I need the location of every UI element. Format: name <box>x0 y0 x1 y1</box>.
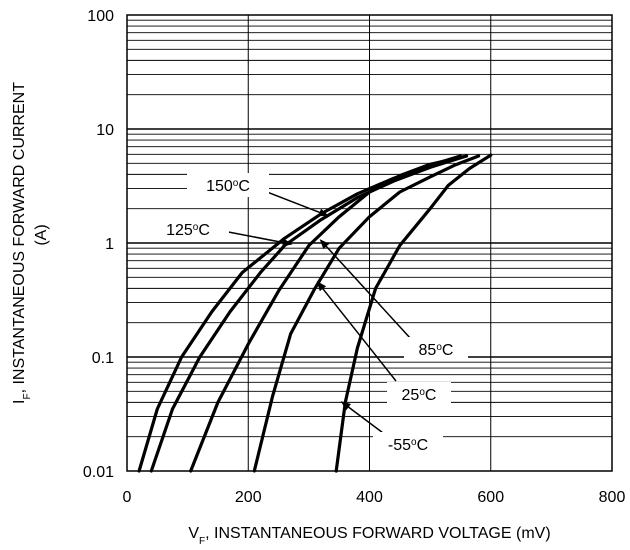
annotation-box--55 <box>373 432 443 456</box>
x-tick-label: 800 <box>599 489 626 506</box>
annotation-unit: C <box>198 222 210 239</box>
annotation-unit: C <box>425 387 437 404</box>
series-line-85 <box>189 154 469 473</box>
x-tick-label: 400 <box>356 489 383 506</box>
y-tick-label: 100 <box>87 8 114 25</box>
y-axis-title-text: , INSTANTANEOUS FORWARD CURRENT <box>11 82 28 394</box>
x-tick-label: 200 <box>235 489 262 506</box>
annotation-degree: o <box>419 387 425 398</box>
y-axis-title-line2: (A) <box>33 224 50 245</box>
annotation-arrow-85 <box>319 239 412 340</box>
annotation-box-150 <box>187 173 269 197</box>
annotation-unit: C <box>442 342 454 359</box>
annotation-box-125 <box>147 217 229 241</box>
annotation-label--55: -55oC <box>388 437 428 455</box>
annotation-arrow--55 <box>340 401 388 437</box>
annotation-value: 85 <box>419 342 437 359</box>
x-axis-title: VF, INSTANTANEOUS FORWARD VOLTAGE (mV) <box>188 525 550 547</box>
series-line--55 <box>334 153 493 473</box>
x-axis-title-subscript: F <box>199 536 205 547</box>
annotation-label-25: 25oC <box>402 387 437 405</box>
annotation-unit: C <box>238 178 250 195</box>
y-tick-label: 1 <box>105 236 114 253</box>
grid <box>127 15 612 471</box>
y-tick-label: 10 <box>96 122 114 139</box>
plot-frame <box>126 14 613 472</box>
annotation-value: 125 <box>166 222 193 239</box>
y-axis-title-subscript: F <box>22 393 33 399</box>
annotation-value: -55 <box>388 437 411 454</box>
annotation-degree: o <box>233 178 239 189</box>
y-tick-label: 0.01 <box>83 464 114 481</box>
y-tick-label: 0.1 <box>92 350 114 367</box>
annotation-box-25 <box>387 382 451 406</box>
series-line-25 <box>252 154 481 473</box>
annotation-arrow-25 <box>316 280 397 382</box>
x-axis-title-text: , INSTANTANEOUS FORWARD VOLTAGE (mV) <box>205 525 551 542</box>
annotation-label-85: 85oC <box>419 342 454 360</box>
y-tick-labels: 0.01 0.1 1 10 100 <box>83 8 114 481</box>
annotation-degree: o <box>193 222 199 233</box>
x-tick-label: 0 <box>123 489 132 506</box>
annotation-value: 25 <box>402 387 420 404</box>
annotation-label-125: 125oC <box>166 222 210 240</box>
x-tick-labels: 0 200 400 600 800 <box>123 489 626 506</box>
annotation-label-150: 150oC <box>206 178 250 196</box>
y-axis-title-symbol: I <box>11 400 28 404</box>
series-layer <box>137 153 493 473</box>
annotation-unit: C <box>417 437 429 454</box>
annotation-box-85 <box>404 337 468 361</box>
x-tick-label: 600 <box>477 489 504 506</box>
annotation-degree: o <box>436 342 442 353</box>
y-axis-title: IF, INSTANTANEOUS FORWARD CURRENT (A) <box>11 82 50 404</box>
annotation-degree: o <box>411 437 417 448</box>
annotation-arrow-125 <box>217 229 293 247</box>
y-axis-title-line1: IF, INSTANTANEOUS FORWARD CURRENT <box>11 82 33 404</box>
x-axis-title-symbol: V <box>188 525 199 542</box>
annotation-value: 150 <box>206 178 233 195</box>
